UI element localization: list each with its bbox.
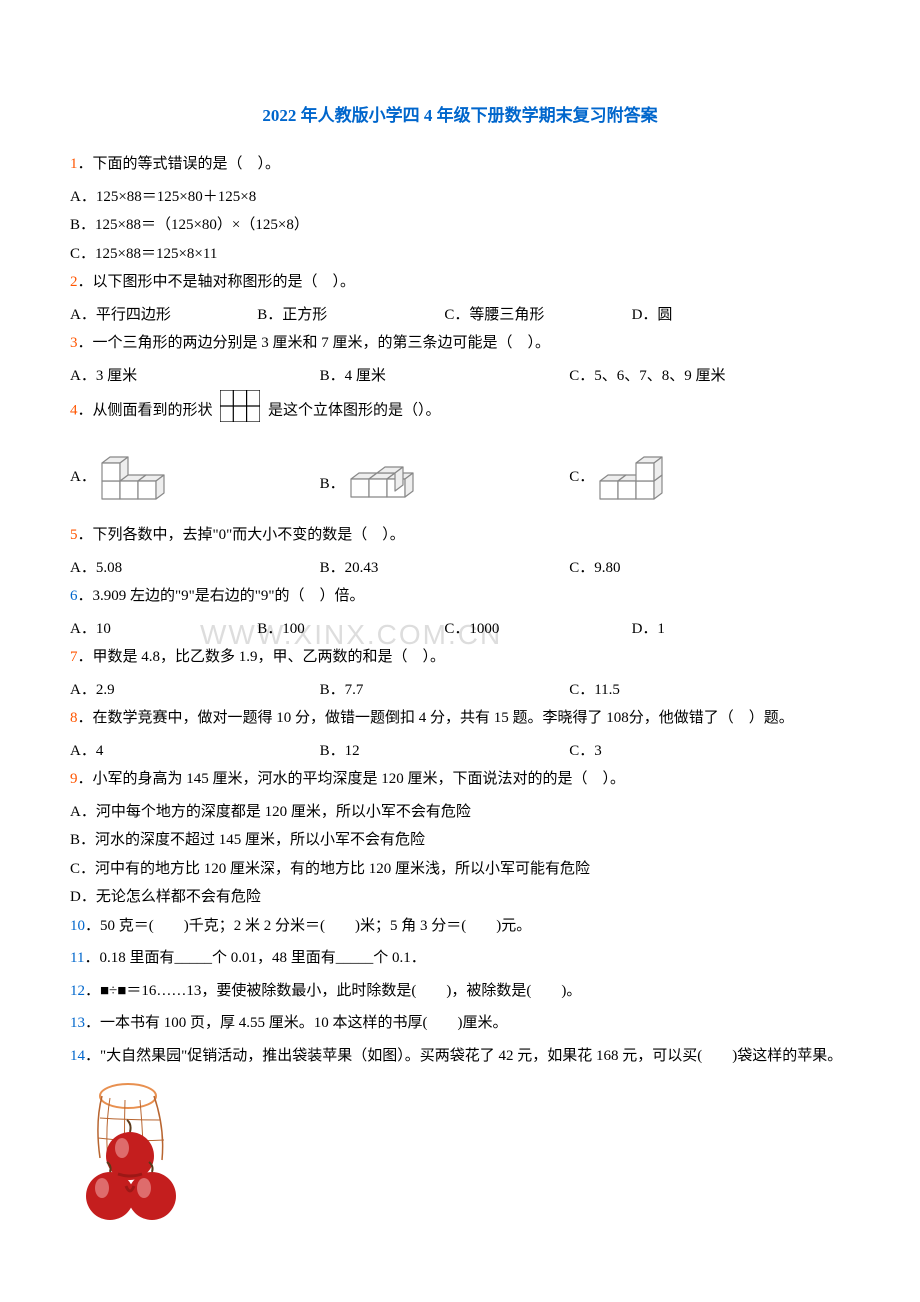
opts-3: A．3 厘米 B．4 厘米 C．5、6、7、8、9 厘米 [70, 362, 850, 391]
question-8: 8．在数学竞赛中，做对一题得 10 分，做错一题倒扣 4 分，共有 15 题。李… [70, 704, 850, 733]
opt-3c: C．5、6、7、8、9 厘米 [569, 362, 819, 391]
opt-9b: B．河水的深度不超过 145 厘米，所以小军不会有危险 [70, 826, 850, 855]
opts-8: A．4 B．12 C．3 [70, 737, 850, 766]
stem-14: ．"大自然果园"促销活动，推出袋装苹果（如图）。买两袋花了 42 元，如果花 1… [85, 1048, 842, 1064]
opts-5: A．5.08 B．20.43 C．9.80 [70, 554, 850, 583]
question-2: 2．以下图形中不是轴对称图形的是（ ）。 [70, 268, 850, 297]
question-12: 12．■÷■＝16……13，要使被除数最小，此时除数是( )，被除数是( )。 [70, 977, 850, 1006]
opt-9d: D．无论怎么样都不会有危险 [70, 883, 850, 912]
opt-9c: C．河中有的地方比 120 厘米深，有的地方比 120 厘米浅，所以小军可能有危… [70, 855, 850, 884]
opts-4: A． B． [70, 441, 850, 514]
page-title: 2022 年人教版小学四 4 年级下册数学期末复习附答案 [70, 100, 850, 132]
opt-3a: A．3 厘米 [70, 362, 320, 391]
opt-7c: C．11.5 [569, 676, 819, 705]
question-3: 3．一个三角形的两边分别是 3 厘米和 7 厘米，的第三条边可能是（ ）。 [70, 329, 850, 358]
stem-3: ．一个三角形的两边分别是 3 厘米和 7 厘米，的第三条边可能是（ ）。 [78, 335, 551, 351]
opts-7: A．2.9 B．7.7 C．11.5 [70, 676, 850, 705]
opt-7b: B．7.7 [320, 676, 570, 705]
opt-2a: A．平行四边形 [70, 301, 257, 330]
opts-1: A．125×88＝125×80＋125×8 B．125×88＝（125×80）×… [70, 183, 850, 269]
stem-9: ．小军的身高为 145 厘米，河水的平均深度是 120 厘米，下面说法对的的是（… [78, 771, 626, 787]
apple-bag-icon [80, 1078, 850, 1239]
question-4: 4．从侧面看到的形状 是这个立体图形的是（）。 [70, 390, 850, 433]
qnum-9: 9 [70, 771, 78, 787]
opt-6d: D．1 [632, 615, 819, 644]
qnum-12: 12 [70, 983, 85, 999]
opt-4b-label: B． [320, 470, 345, 499]
question-11: 11．0.18 里面有_____个 0.01，48 里面有_____个 0.1． [70, 944, 850, 973]
stem-10: ．50 克＝( )千克；2 米 2 分米＝( )米；5 角 3 分＝( )元。 [85, 918, 531, 934]
question-10: 10．50 克＝( )千克；2 米 2 分米＝( )米；5 角 3 分＝( )元… [70, 912, 850, 941]
opt-2b: B．正方形 [257, 301, 444, 330]
cube-fig-a-icon [100, 441, 175, 514]
question-1: 1．下面的等式错误的是（ ）。 [70, 150, 850, 179]
opt-6c: C．1000 [444, 615, 631, 644]
opt-3b: B．4 厘米 [320, 362, 570, 391]
opts-2: A．平行四边形 B．正方形 C．等腰三角形 D．圆 [70, 301, 850, 330]
stem-1: ．下面的等式错误的是（ ）。 [78, 156, 281, 172]
qnum-3: 3 [70, 335, 78, 351]
stem-4-pre: ．从侧面看到的形状 [78, 403, 213, 419]
question-9: 9．小军的身高为 145 厘米，河水的平均深度是 120 厘米，下面说法对的的是… [70, 765, 850, 794]
opt-5a: A．5.08 [70, 554, 320, 583]
opt-4a-label: A． [70, 463, 96, 492]
opt-5b: B．20.43 [320, 554, 570, 583]
question-14: 14．"大自然果园"促销活动，推出袋装苹果（如图）。买两袋花了 42 元，如果花… [70, 1042, 850, 1071]
opt-4b: B． [320, 455, 570, 514]
grid-2x2-icon [220, 390, 260, 433]
qnum-8: 8 [70, 710, 78, 726]
opt-9a: A．河中每个地方的深度都是 120 厘米，所以小军不会有危险 [70, 798, 850, 827]
qnum-1: 1 [70, 156, 78, 172]
stem-4-post: 是这个立体图形的是（）。 [268, 403, 441, 419]
opt-5c: C．9.80 [569, 554, 819, 583]
qnum-13: 13 [70, 1015, 85, 1031]
qnum-5: 5 [70, 527, 78, 543]
stem-13: ．一本书有 100 页，厚 4.55 厘米。10 本这样的书厚( )厘米。 [85, 1015, 508, 1031]
stem-7: ．甲数是 4.8，比乙数多 1.9，甲、乙两数的和是（ ）。 [78, 649, 446, 665]
qnum-7: 7 [70, 649, 78, 665]
opt-7a: A．2.9 [70, 676, 320, 705]
qnum-10: 10 [70, 918, 85, 934]
qnum-2: 2 [70, 274, 78, 290]
opt-4c-label: C． [569, 463, 594, 492]
opt-8b: B．12 [320, 737, 570, 766]
opt-1c: C．125×88＝125×8×11 [70, 240, 850, 269]
stem-2: ．以下图形中不是轴对称图形的是（ ）。 [78, 274, 356, 290]
stem-11: ．0.18 里面有_____个 0.01，48 里面有_____个 0.1． [84, 950, 425, 966]
opt-1b: B．125×88＝（125×80）×（125×8） [70, 211, 850, 240]
opt-1a: A．125×88＝125×80＋125×8 [70, 183, 850, 212]
question-6: 6．3.909 左边的"9"是右边的"9"的（ ）倍。 [70, 582, 850, 611]
opt-6b: B．100 [257, 615, 444, 644]
stem-5: ．下列各数中，去掉"0"而大小不变的数是（ ）。 [78, 527, 405, 543]
qnum-11: 11 [70, 950, 84, 966]
stem-6: ．3.909 左边的"9"是右边的"9"的（ ）倍。 [78, 588, 365, 604]
question-13: 13．一本书有 100 页，厚 4.55 厘米。10 本这样的书厚( )厘米。 [70, 1009, 850, 1038]
qnum-14: 14 [70, 1048, 85, 1064]
question-7: 7．甲数是 4.8，比乙数多 1.9，甲、乙两数的和是（ ）。 [70, 643, 850, 672]
opt-4a: A． [70, 441, 320, 514]
opt-4c: C． [569, 441, 819, 514]
opt-2d: D．圆 [632, 301, 819, 330]
opt-6a: A．10 [70, 615, 257, 644]
qnum-6: 6 [70, 588, 78, 604]
cube-fig-b-icon [349, 455, 429, 514]
cube-fig-c-icon [598, 441, 678, 514]
stem-12: ．■÷■＝16……13，要使被除数最小，此时除数是( )，被除数是( )。 [85, 983, 581, 999]
qnum-4: 4 [70, 403, 78, 419]
stem-8: ．在数学竞赛中，做对一题得 10 分，做错一题倒扣 4 分，共有 15 题。李晓… [78, 710, 794, 726]
opts-6: A．10 B．100 C．1000 D．1 [70, 615, 850, 644]
opt-8a: A．4 [70, 737, 320, 766]
question-5: 5．下列各数中，去掉"0"而大小不变的数是（ ）。 [70, 521, 850, 550]
opts-9: A．河中每个地方的深度都是 120 厘米，所以小军不会有危险 B．河水的深度不超… [70, 798, 850, 912]
opt-8c: C．3 [569, 737, 819, 766]
opt-2c: C．等腰三角形 [444, 301, 631, 330]
